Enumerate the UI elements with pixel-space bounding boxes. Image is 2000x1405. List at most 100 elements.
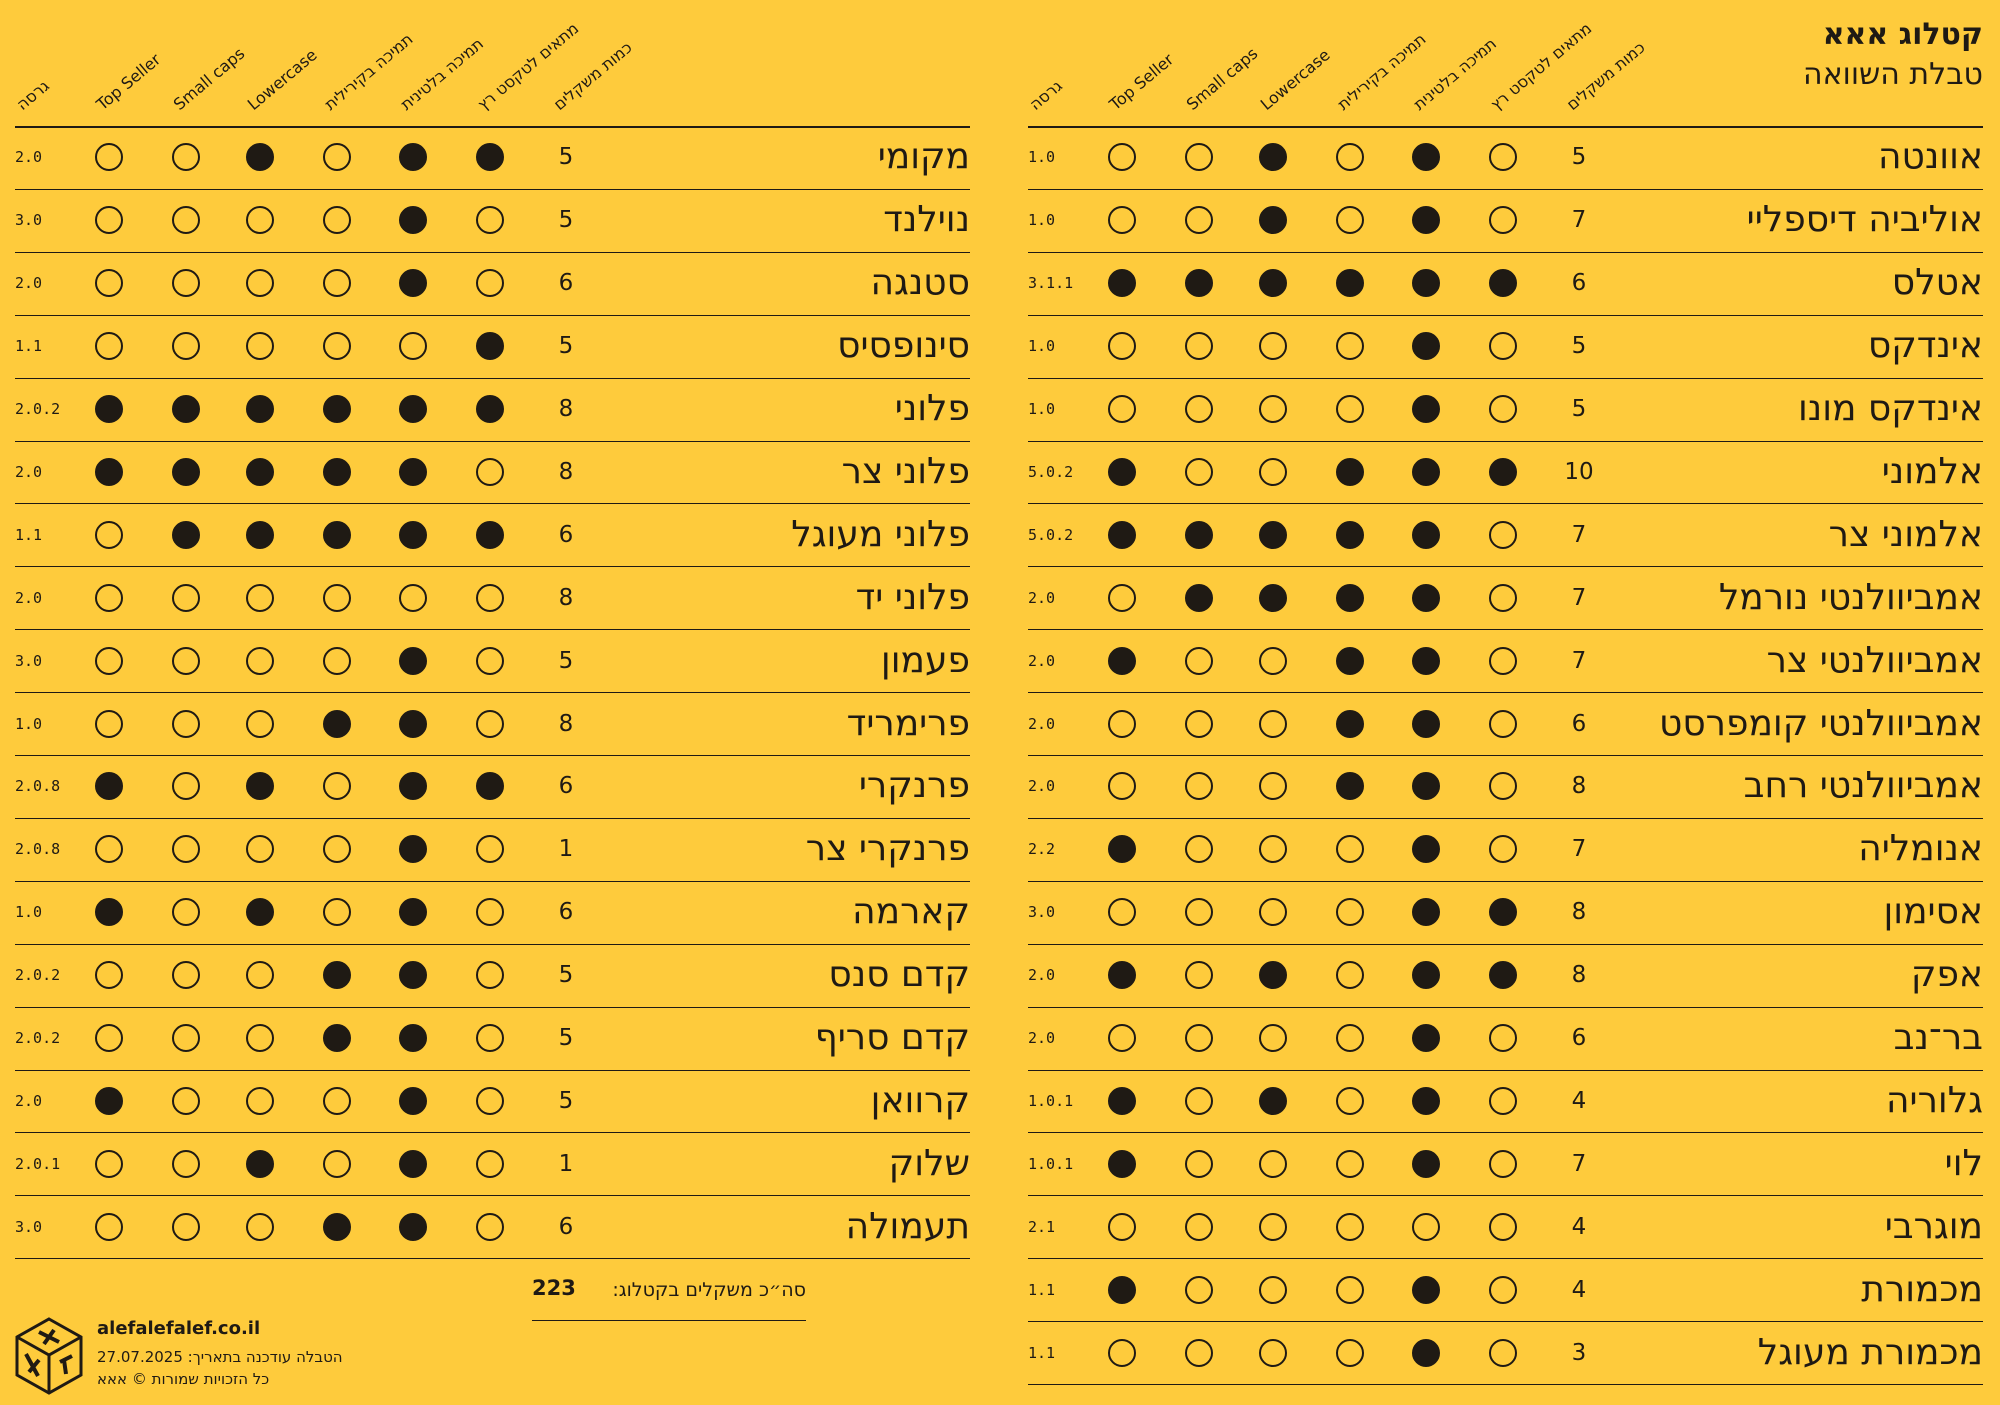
weights-count: 7 [1571,1150,1587,1177]
feature-dot [1185,1149,1213,1178]
feature-dot [399,269,427,298]
feature-dot [172,1024,200,1053]
weights-count: 5 [1571,144,1587,171]
version: 2.0 [1028,714,1056,733]
feature-dot [1412,772,1440,801]
feature-dot [399,583,427,612]
font-name: סטנגה [870,262,970,304]
version: 2.0 [15,1091,43,1110]
version: 1.1 [1028,1280,1056,1299]
feature-dot [1336,772,1364,801]
feature-dot [1412,206,1440,235]
feature-dot [1185,1338,1213,1367]
feature-dot [1489,332,1517,361]
feature-dot [1412,520,1440,549]
feature-dot [1412,646,1440,675]
feature-dot [1336,520,1364,549]
feature-dot [95,583,123,612]
feature-dot [1185,395,1213,424]
version: 3.0 [15,1217,43,1236]
feature-dot [1108,1338,1136,1367]
feature-dot [323,898,351,927]
feature-dot [1336,457,1364,486]
font-name: אוונטה [1878,136,1983,178]
feature-dot [1336,1086,1364,1115]
feature-dot [1336,583,1364,612]
weights-count: 5 [558,1087,574,1114]
column-header: גרסה [12,76,53,114]
title: קטלוג אאא [1822,17,1983,52]
feature-dot [172,583,200,612]
feature-dot [95,961,123,990]
version: 2.0 [15,274,43,293]
version: 2.0 [15,462,43,481]
font-name: קרוואן [870,1079,970,1121]
feature-dot [246,332,274,361]
version: 1.1 [15,525,43,544]
feature-dot [1185,1086,1213,1115]
feature-dot [1108,1149,1136,1178]
feature-dot [1336,332,1364,361]
feature-dot [1259,1338,1287,1367]
feature-dot [1489,1086,1517,1115]
row-rule [1028,1195,1983,1197]
font-name: מכמורת [1861,1268,1983,1310]
row-rule [1028,1132,1983,1134]
feature-dot [1489,835,1517,864]
feature-dot [1412,1149,1440,1178]
feature-dot [1185,332,1213,361]
feature-dot [476,1024,504,1053]
weights-count: 4 [1571,1087,1587,1114]
feature-dot [476,269,504,298]
feature-dot [95,332,123,361]
weights-count: 5 [558,144,574,171]
feature-dot [323,1086,351,1115]
weights-count: 6 [1571,710,1587,737]
feature-dot [1108,520,1136,549]
feature-dot [1259,395,1287,424]
row-rule [15,1258,970,1260]
feature-dot [476,835,504,864]
feature-dot [1489,1212,1517,1241]
version: 2.0 [1028,1029,1056,1048]
version: 2.0.8 [15,840,61,859]
feature-dot [172,1212,200,1241]
feature-dot [1108,1024,1136,1053]
row-rule [15,692,970,694]
weights-count: 4 [1571,1276,1587,1303]
row-rule [1028,251,1983,253]
feature-dot [1336,1275,1364,1304]
feature-dot [95,395,123,424]
feature-dot [1185,583,1213,612]
version: 2.0.2 [15,966,61,985]
column-header: Top Seller [92,49,165,114]
feature-dot [1412,143,1440,172]
feature-dot [399,961,427,990]
version: 1.0 [15,714,43,733]
weights-count: 8 [558,584,574,611]
feature-dot [1336,646,1364,675]
row-rule [1028,314,1983,316]
weights-count: 5 [558,207,574,234]
feature-dot [323,395,351,424]
feature-dot [399,332,427,361]
feature-dot [95,1024,123,1053]
feature-dot [1412,332,1440,361]
feature-dot [95,206,123,235]
feature-dot [95,1149,123,1178]
row-rule [15,817,970,819]
feature-dot [1108,898,1136,927]
column-header: Small caps [1182,43,1262,114]
feature-dot [323,332,351,361]
font-name: קארמה [852,891,970,933]
feature-dot [246,395,274,424]
column-header: כמות משקלים [549,37,636,114]
feature-dot [1336,709,1364,738]
font-name: נוילנד [883,199,970,241]
feature-dot [95,1212,123,1241]
weights-count: 8 [1571,773,1587,800]
feature-dot [246,835,274,864]
feature-dot [1489,1024,1517,1053]
feature-dot [1489,772,1517,801]
font-name: קדם סנס [828,954,970,996]
